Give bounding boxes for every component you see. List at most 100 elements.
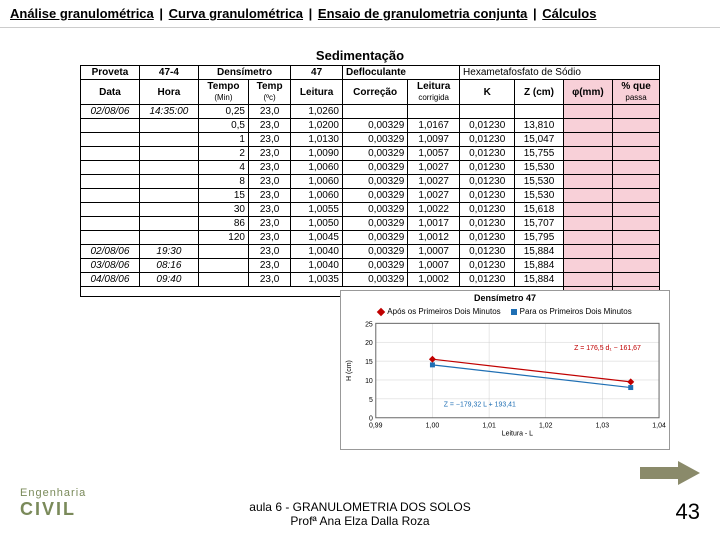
col-8: Z (cm): [515, 80, 563, 105]
cell: 14:35:00: [139, 105, 198, 119]
col-2: Tempo(Min): [198, 80, 248, 105]
cell: 0,01230: [460, 217, 515, 231]
cell: [515, 105, 563, 119]
cell: 1,0045: [291, 231, 343, 245]
cell: 0,01230: [460, 273, 515, 287]
cell: 23,0: [248, 245, 290, 259]
cell: [139, 217, 198, 231]
scatter-chart: Densímetro 47 Após os Primeiros Dois Min…: [340, 290, 670, 450]
cell: [563, 105, 613, 119]
next-arrow-icon[interactable]: [640, 461, 700, 485]
cell: 23,0: [248, 105, 290, 119]
cell: [563, 161, 613, 175]
cell: [342, 105, 407, 119]
cell: [613, 217, 660, 231]
cell: [613, 133, 660, 147]
cell: [139, 231, 198, 245]
svg-text:Z = −179,32 L + 193,41: Z = −179,32 L + 193,41: [444, 401, 516, 408]
cell: 0,01230: [460, 259, 515, 273]
hdr-defl: Defloculante: [342, 66, 459, 80]
hdr-dens-val: 47: [291, 66, 343, 80]
sep: |: [529, 6, 540, 21]
cell: 120: [198, 231, 248, 245]
cell: 1,0060: [291, 189, 343, 203]
cell: [563, 259, 613, 273]
cell: [81, 147, 140, 161]
cell: [613, 147, 660, 161]
svg-text:15: 15: [365, 359, 373, 366]
cell: 23,0: [248, 147, 290, 161]
cell: 1,0007: [408, 259, 460, 273]
cell: 1,0167: [408, 119, 460, 133]
table-row: 123,01,01300,003291,00970,0123015,047: [81, 133, 660, 147]
svg-text:10: 10: [365, 378, 373, 385]
hdr-defl-val: Hexametafosfato de Sódio: [460, 66, 660, 80]
col-0: Data: [81, 80, 140, 105]
cell: [563, 133, 613, 147]
cell: 0,01230: [460, 133, 515, 147]
cell: 23,0: [248, 231, 290, 245]
cell: [613, 161, 660, 175]
cell: 15: [198, 189, 248, 203]
cell: 23,0: [248, 217, 290, 231]
cell: 15,707: [515, 217, 563, 231]
col-5: Correção: [342, 80, 407, 105]
svg-text:20: 20: [365, 340, 373, 347]
cell: 1,0040: [291, 245, 343, 259]
cell: 15,047: [515, 133, 563, 147]
cell: 0,01230: [460, 147, 515, 161]
cell: 0,01230: [460, 189, 515, 203]
cell: 03/08/06: [81, 259, 140, 273]
cell: [613, 231, 660, 245]
legend-item-1: Após os Primeiros Dois Minutos: [378, 307, 500, 316]
cell: [81, 119, 140, 133]
cell: [81, 133, 140, 147]
svg-text:1,03: 1,03: [596, 423, 610, 430]
cell: 15,530: [515, 175, 563, 189]
svg-text:Z = 176,5 d₁ − 161,67: Z = 176,5 d₁ − 161,67: [574, 345, 641, 352]
cell: 0,00329: [342, 161, 407, 175]
cell: [613, 273, 660, 287]
table-row: 3023,01,00550,003291,00220,0123015,618: [81, 203, 660, 217]
cell: 1,0090: [291, 147, 343, 161]
cell: [198, 245, 248, 259]
cell: 0,00329: [342, 259, 407, 273]
breadcrumb-link-2[interactable]: Curva granulométrica: [169, 6, 303, 21]
cell: 0,01230: [460, 161, 515, 175]
cell: 15,618: [515, 203, 563, 217]
sedimentation-table: Proveta 47-4 Densímetro 47 Defloculante …: [80, 65, 660, 297]
svg-text:5: 5: [369, 397, 373, 404]
cell: [613, 245, 660, 259]
breadcrumb-link-1[interactable]: Análise granulométrica: [10, 6, 154, 21]
breadcrumb-link-3[interactable]: Ensaio de granulometria conjunta: [318, 6, 527, 21]
cell: 23,0: [248, 203, 290, 217]
cell: 0,01230: [460, 245, 515, 259]
cell: 0,00329: [342, 217, 407, 231]
cell: [563, 147, 613, 161]
col-3: Temp(ºc): [248, 80, 290, 105]
cell: [613, 175, 660, 189]
cell: [613, 189, 660, 203]
cell: [81, 203, 140, 217]
chart-title: Densímetro 47: [341, 291, 669, 305]
cell: 1,0022: [408, 203, 460, 217]
cell: 0,00329: [342, 147, 407, 161]
table-row: 0,523,01,02000,003291,01670,0123013,810: [81, 119, 660, 133]
cell: 1,0050: [291, 217, 343, 231]
cell: 1,0012: [408, 231, 460, 245]
cell: 0,00329: [342, 231, 407, 245]
cell: 4: [198, 161, 248, 175]
cell: 0,00329: [342, 175, 407, 189]
svg-text:H (cm): H (cm): [346, 360, 353, 381]
cell: 1,0007: [408, 245, 460, 259]
cell: 19:30: [139, 245, 198, 259]
table-row: 02/08/0614:35:000,2523,01,0260: [81, 105, 660, 119]
breadcrumb-link-4[interactable]: Cálculos: [542, 6, 596, 21]
table-row: 423,01,00600,003291,00270,0123015,530: [81, 161, 660, 175]
cell: 1,0027: [408, 175, 460, 189]
cell: 23,0: [248, 161, 290, 175]
cell: [139, 161, 198, 175]
cell: [563, 189, 613, 203]
footer-text: aula 6 - GRANULOMETRIA DOS SOLOS Profª A…: [0, 500, 720, 528]
chart-legend: Após os Primeiros Dois Minutos Para os P…: [341, 305, 669, 318]
